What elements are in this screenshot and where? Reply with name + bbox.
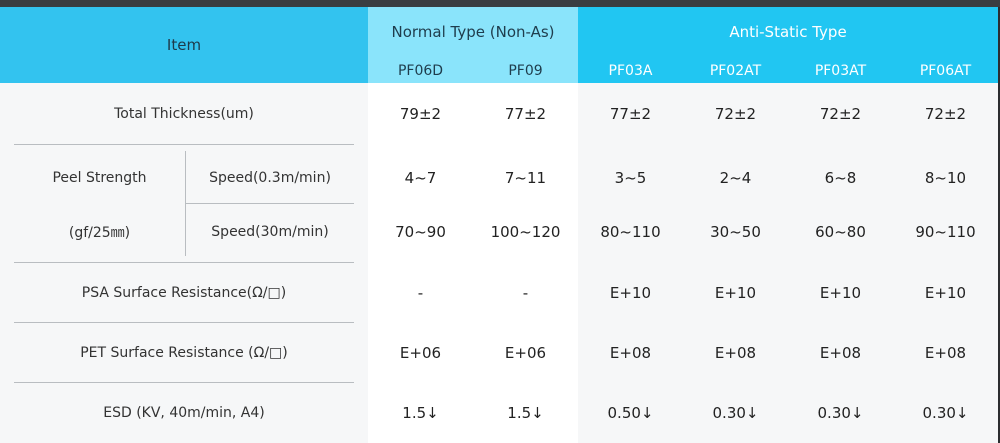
row-divider — [14, 144, 354, 145]
table-cell: 8~10 — [924, 169, 967, 187]
table-cell: 0.30↓ — [712, 404, 759, 422]
table-cell: 80~110 — [600, 223, 661, 241]
row-label-peel-unit: (gf/25㎜) — [68, 225, 131, 241]
normal-type-column-bg — [368, 83, 578, 443]
table-cell: E+08 — [924, 344, 967, 362]
row-label-speed-slow: Speed(0.3m/min) — [209, 170, 331, 186]
table-cell: E+08 — [819, 344, 862, 362]
column-divider — [185, 151, 186, 256]
row-label-thickness: Total Thickness(um) — [114, 106, 254, 122]
table-cell: E+08 — [714, 344, 757, 362]
anti-static-title: Anti-Static Type — [729, 23, 847, 41]
column-header-pf09: PF09 — [508, 63, 543, 79]
row-divider — [185, 203, 354, 204]
row-divider — [14, 262, 354, 263]
item-header-label: Item — [166, 36, 202, 54]
table-cell: 60~80 — [815, 223, 866, 241]
table-cell: 72±2 — [819, 105, 862, 123]
table-cell: E+06 — [399, 344, 442, 362]
table-cell: 6~8 — [824, 169, 857, 187]
table-cell: 77±2 — [609, 105, 652, 123]
table-cell: E+10 — [819, 284, 862, 302]
table-cell: 77±2 — [504, 105, 547, 123]
row-label-psa: PSA Surface Resistance(Ω/□) — [81, 285, 287, 301]
row-label-peel-strength: Peel Strength — [52, 170, 147, 186]
table-cell: E+10 — [609, 284, 652, 302]
item-header: Item — [0, 7, 368, 83]
row-label-pet: PET Surface Resistance (Ω/□) — [80, 345, 288, 361]
table-cell: 1.5↓ — [507, 404, 544, 422]
column-header-pf02at: PF02AT — [709, 63, 762, 79]
table-cell: E+06 — [504, 344, 547, 362]
table-cell: E+10 — [924, 284, 967, 302]
normal-type-header: Normal Type (Non-As) PF06D PF09 — [368, 7, 578, 83]
table-cell: 7~11 — [504, 169, 547, 187]
column-header-pf06d: PF06D — [397, 63, 444, 79]
table-cell: 0.30↓ — [817, 404, 864, 422]
table-cell: 79±2 — [399, 105, 442, 123]
table-cell: - — [417, 284, 424, 302]
normal-type-title: Normal Type (Non-As) — [391, 23, 555, 41]
row-label-esd: ESD (KV, 40m/min, A4) — [103, 405, 265, 421]
table-cell: E+10 — [714, 284, 757, 302]
table-cell: 0.30↓ — [922, 404, 969, 422]
column-header-pf03a: PF03A — [608, 63, 653, 79]
table-cell: 4~7 — [404, 169, 437, 187]
row-divider — [14, 322, 354, 323]
table-cell: 90~110 — [915, 223, 976, 241]
table-cell: 0.50↓ — [607, 404, 654, 422]
row-divider — [14, 382, 354, 383]
table-cell: 1.5↓ — [402, 404, 439, 422]
row-label-speed-fast: Speed(30m/min) — [211, 224, 329, 240]
table-cell: 70~90 — [395, 223, 446, 241]
table-cell: 72±2 — [924, 105, 967, 123]
table-cell: - — [522, 284, 529, 302]
table-cell: 72±2 — [714, 105, 757, 123]
table-cell: 2~4 — [719, 169, 752, 187]
top-bar — [0, 0, 1000, 7]
column-header-pf03at: PF03AT — [814, 63, 867, 79]
table-cell: E+08 — [609, 344, 652, 362]
column-header-pf06at: PF06AT — [919, 63, 972, 79]
table-cell: 30~50 — [710, 223, 761, 241]
table-cell: 100~120 — [490, 223, 561, 241]
table-cell: 3~5 — [614, 169, 647, 187]
anti-static-header: Anti-Static Type PF03A PF02AT PF03AT PF0… — [578, 7, 998, 83]
